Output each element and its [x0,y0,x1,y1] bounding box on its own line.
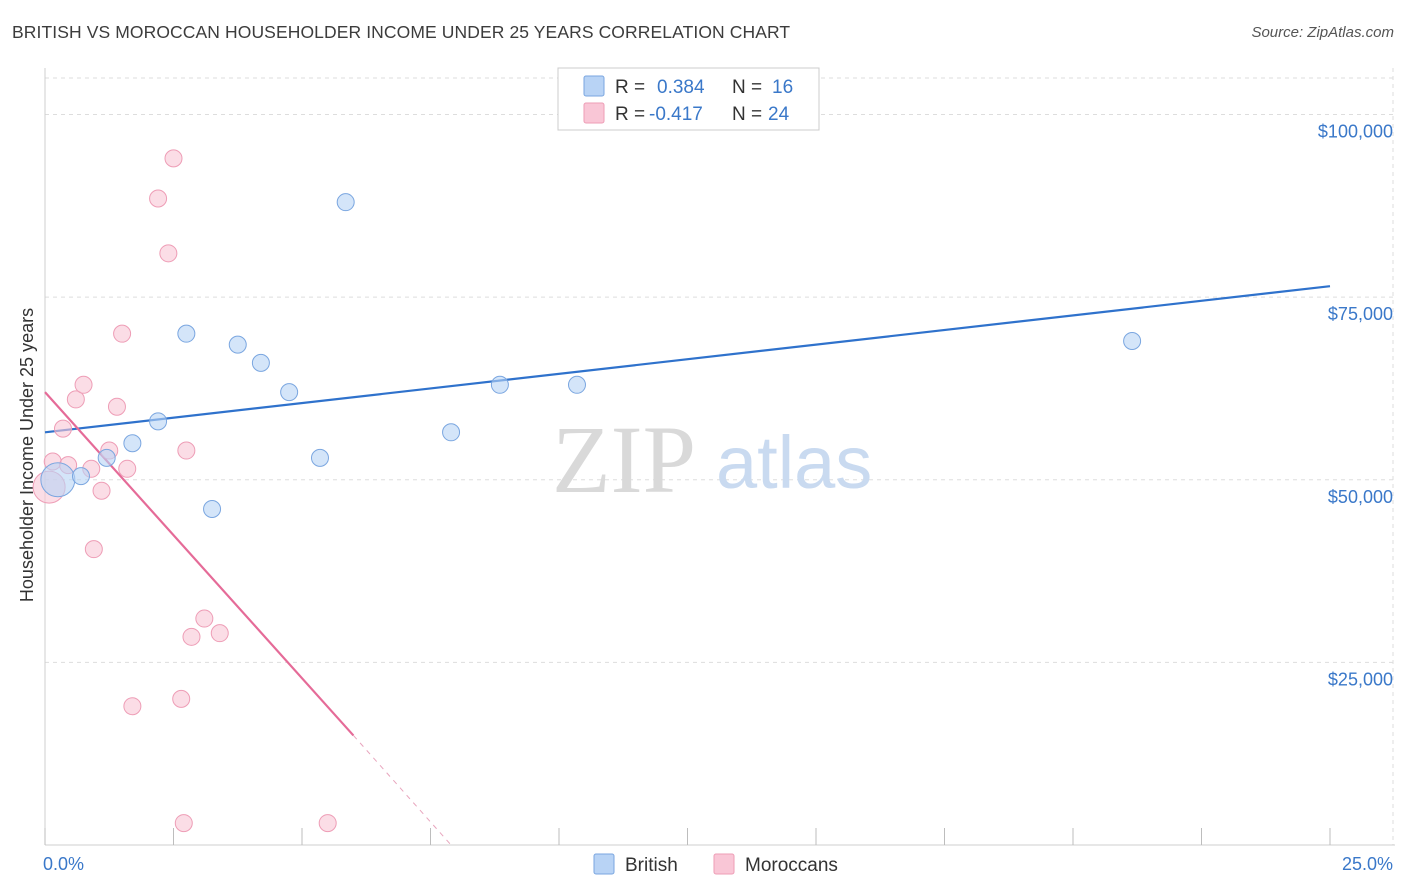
moroccan-point [318,814,337,833]
british-point [149,412,168,431]
legend-bottom-moroccans: Moroccans [745,855,838,876]
y-tick-label: $25,000 [1328,669,1393,689]
legend-moroccan-n-value: 24 [768,104,790,125]
british-points [40,193,1142,518]
moroccan-point [210,624,229,643]
y-tick-label: $75,000 [1328,304,1393,324]
moroccan-point [149,189,168,208]
source-attribution: Source: ZipAtlas.com [1251,24,1394,41]
legend-british-n-label: N = [732,77,762,98]
watermark-atlas: atlas [716,421,872,504]
moroccan-point [174,814,193,833]
british-point [123,434,142,453]
british-point [310,448,329,467]
moroccan-point [123,697,142,716]
british-trend-line [44,285,1331,434]
moroccan-point [182,627,201,646]
british-point [490,375,509,394]
british-point [251,353,270,372]
moroccan-point [66,390,85,409]
legend-swatch-british [583,75,605,97]
legend-bottom-swatch-moroccan [713,853,735,875]
british-point [40,462,76,498]
legend-bottom-swatch-british [593,853,615,875]
moroccan-point [92,481,111,500]
moroccan-point [164,149,183,168]
axes [44,68,1395,846]
moroccan-point [74,375,93,394]
british-point [71,467,90,486]
british-point [1123,331,1142,350]
british-point [203,499,222,518]
y-tick-labels: $25,000 $50,000 $75,000 $100,000 [1318,122,1393,690]
y-tick-label: $50,000 [1328,487,1393,507]
series-legend: British Moroccans [593,853,838,876]
legend-british-r-value: 0.384 [657,77,705,98]
british-point [442,423,461,442]
legend-moroccan-r-label: R = [615,104,645,125]
legend-british-n-value: 16 [772,77,793,98]
moroccan-trend-line [44,391,355,737]
x-tick-label-max: 25.0% [1342,854,1393,874]
legend-moroccan-r-value: -0.417 [649,104,703,125]
british-point [280,383,299,402]
watermark: ZIP atlas [552,406,872,513]
legend-british-r-label: R = [615,77,645,98]
legend-bottom-british: British [625,855,678,876]
moroccan-points [32,149,337,833]
moroccan-point [159,244,178,263]
y-tick-label: $100,000 [1318,122,1393,142]
legend-swatch-moroccan [583,102,605,124]
legend-moroccan-n-label: N = [732,104,762,125]
moroccan-point [172,689,191,708]
chart-title: BRITISH VS MOROCCAN HOUSEHOLDER INCOME U… [12,22,791,42]
british-point [177,324,196,343]
trend-lines [44,285,1331,846]
x-tick-label-min: 0.0% [43,854,84,874]
british-point [336,193,355,212]
moroccan-point [84,540,103,559]
moroccan-point [113,324,132,343]
x-tick-labels: 0.0% 25.0% [43,854,1393,874]
moroccan-point [177,441,196,460]
british-point [567,375,586,394]
moroccan-trend-extension [353,735,452,846]
watermark-zip: ZIP [552,406,696,513]
moroccan-point [107,397,126,416]
british-point [228,335,247,354]
y-axis-label: Householder Income Under 25 years [17,308,37,602]
moroccan-point [118,459,137,478]
moroccan-point [53,419,72,438]
moroccan-point [195,609,214,628]
british-point [97,448,116,467]
correlation-legend: R = 0.384 N = 16 R = -0.417 N = 24 [557,67,820,131]
